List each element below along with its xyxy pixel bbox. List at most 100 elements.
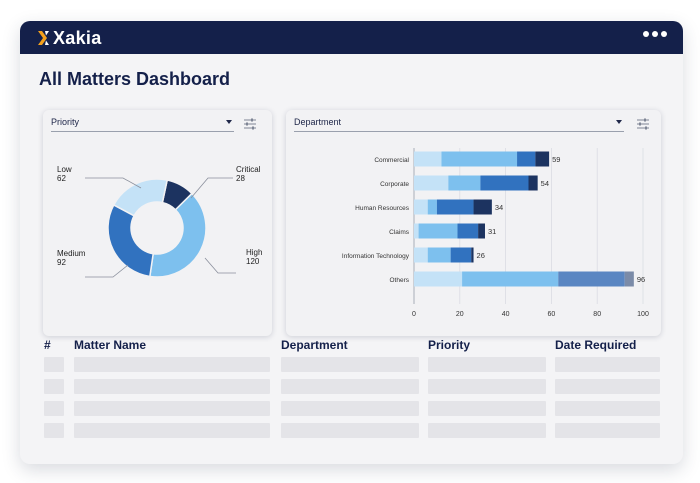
slice-value-high: 120: [246, 257, 260, 266]
table-cell-placeholder: [555, 357, 660, 372]
bar-segment[interactable]: [473, 199, 492, 215]
more-menu-icon[interactable]: [643, 31, 667, 37]
donut-slice-high[interactable]: [148, 192, 207, 278]
dropdown-arrow-icon: [616, 120, 622, 124]
bar-segment[interactable]: [414, 151, 442, 167]
priority-chart-card: Priority Critical 28 High 120 Medium 92 Low 62: [43, 110, 272, 336]
table-cell-placeholder: [281, 423, 419, 438]
column-header-number[interactable]: #: [44, 338, 51, 352]
table-cell-placeholder: [428, 423, 546, 438]
slice-label-critical: Critical: [236, 165, 261, 174]
bar-segment[interactable]: [441, 151, 518, 167]
table-cell-placeholder: [74, 423, 270, 438]
bar-total-label: 34: [495, 203, 503, 212]
category-label: Human Resources: [355, 205, 410, 212]
filter-settings-icon[interactable]: [243, 117, 257, 131]
category-label: Commercial: [374, 157, 409, 164]
bar-segment[interactable]: [414, 223, 419, 239]
department-dropdown[interactable]: Department: [294, 116, 624, 132]
donut-slice-medium[interactable]: [107, 203, 155, 278]
leader-line-low: [85, 177, 142, 189]
table-cell-placeholder: [555, 423, 660, 438]
bar-segment[interactable]: [427, 199, 437, 215]
column-header-matter-name[interactable]: Matter Name: [74, 338, 147, 352]
bar-segment[interactable]: [535, 151, 550, 167]
category-label: Information Technology: [342, 253, 410, 260]
title-bar: Xakia: [20, 21, 683, 54]
dropdown-arrow-icon: [226, 120, 232, 124]
logo-x-icon: [38, 31, 49, 45]
table-cell-placeholder: [44, 401, 64, 416]
app-name: Xakia: [53, 27, 102, 48]
slice-value-low: 62: [57, 174, 66, 183]
table-cell-placeholder: [281, 357, 419, 372]
bar-segment[interactable]: [450, 247, 472, 263]
page-title: All Matters Dashboard: [39, 69, 231, 89]
bar-total-label: 54: [541, 179, 549, 188]
bar-segment[interactable]: [414, 199, 428, 215]
slice-label-high: High: [246, 248, 262, 257]
table-cell-placeholder: [44, 423, 64, 438]
bar-total-label: 26: [477, 251, 485, 260]
table-cell-placeholder: [428, 401, 546, 416]
bar-segment[interactable]: [418, 223, 458, 239]
slice-label-medium: Medium: [57, 249, 86, 258]
donut-slice-low[interactable]: [112, 178, 169, 217]
table-cell-placeholder: [44, 357, 64, 372]
department-dropdown-label: Department: [294, 117, 342, 127]
leader-line-medium: [85, 264, 129, 278]
slice-label-low: Low: [57, 165, 72, 174]
table-cell-placeholder: [44, 379, 64, 394]
filter-settings-icon[interactable]: [636, 117, 650, 131]
bar-total-label: 59: [552, 155, 560, 164]
column-header-date-required[interactable]: Date Required: [555, 338, 637, 352]
bar-segment[interactable]: [414, 247, 428, 263]
table-cell-placeholder: [428, 357, 546, 372]
table-cell-placeholder: [555, 379, 660, 394]
slice-value-critical: 28: [236, 174, 245, 183]
bar-total-label: 31: [488, 227, 496, 236]
category-label: Claims: [389, 229, 410, 236]
table-cell-placeholder: [555, 401, 660, 416]
bar-segment[interactable]: [517, 151, 536, 167]
category-label: Corporate: [380, 181, 409, 188]
bar-segment[interactable]: [624, 271, 634, 287]
bar-segment[interactable]: [436, 199, 474, 215]
column-header-priority[interactable]: Priority: [428, 338, 471, 352]
bar-segment[interactable]: [448, 175, 481, 191]
bar-segment[interactable]: [480, 175, 529, 191]
bar-segment[interactable]: [478, 223, 485, 239]
table-cell-placeholder: [281, 401, 419, 416]
table-cell-placeholder: [281, 379, 419, 394]
table-cell-placeholder: [428, 379, 546, 394]
x-tick-label: 0: [412, 311, 416, 318]
department-bar-chart: 0 20 40 60 80 100 Commercial 59 Corporate 54 Human…: [342, 148, 649, 318]
x-tick-label: 60: [548, 311, 556, 318]
x-tick-label: 100: [637, 311, 649, 318]
xakia-logo[interactable]: Xakia: [38, 26, 102, 50]
table-cell-placeholder: [74, 401, 270, 416]
bar-segment[interactable]: [414, 271, 463, 287]
x-tick-label: 40: [502, 311, 510, 318]
bar-segment[interactable]: [427, 247, 451, 263]
priority-dropdown-label: Priority: [51, 117, 80, 127]
bar-segment[interactable]: [414, 175, 449, 191]
bar-segment[interactable]: [457, 223, 479, 239]
bar-total-label: 96: [637, 275, 645, 284]
table-cell-placeholder: [74, 357, 270, 372]
bar-segment[interactable]: [558, 271, 625, 287]
priority-dropdown[interactable]: Priority: [51, 116, 234, 132]
bar-segment[interactable]: [462, 271, 559, 287]
app-window: Xakia All Matters Dashboard Priority Cri…: [20, 21, 683, 464]
table-cell-placeholder: [74, 379, 270, 394]
column-header-department[interactable]: Department: [281, 338, 348, 352]
x-tick-label: 20: [456, 311, 464, 318]
category-label: Others: [389, 277, 409, 284]
slice-value-medium: 92: [57, 258, 66, 267]
leader-line-critical: [190, 177, 233, 199]
x-tick-label: 80: [593, 311, 601, 318]
bar-segment[interactable]: [471, 247, 474, 263]
department-chart-card: Department 0 20 40 60 80 100 Commercial 59 Corpo…: [286, 110, 661, 336]
bar-segment[interactable]: [528, 175, 538, 191]
